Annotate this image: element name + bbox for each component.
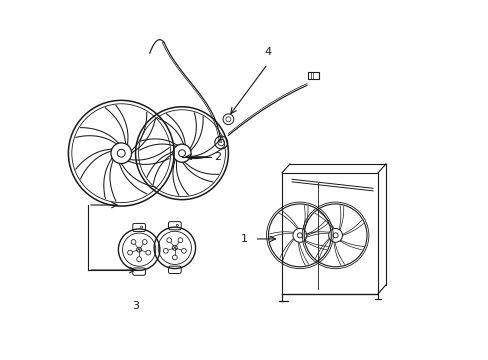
Text: 4: 4 (264, 48, 271, 58)
Text: 2: 2 (214, 152, 221, 162)
Text: 1: 1 (241, 234, 247, 244)
Text: 3: 3 (132, 301, 139, 311)
